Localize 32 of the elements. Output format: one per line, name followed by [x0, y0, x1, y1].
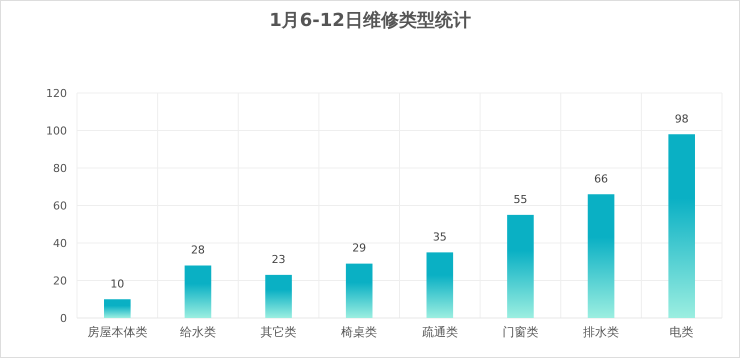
y-tick-label: 0 [60, 312, 67, 325]
data-label: 28 [190, 244, 205, 256]
bar [265, 274, 292, 318]
bar [668, 134, 695, 318]
data-label: 55 [513, 192, 528, 206]
bar [507, 214, 534, 318]
data-label: 98 [674, 112, 689, 126]
chart-title: 1月6-12日维修类型统计 [269, 10, 471, 31]
y-tick-label: 100 [46, 124, 67, 138]
data-label: 29 [352, 242, 366, 255]
y-tick-label: 60 [53, 200, 67, 212]
bar [588, 194, 614, 318]
x-tick-label: 电类 [670, 325, 694, 339]
bar [346, 264, 372, 318]
y-tick-label: 20 [53, 274, 67, 288]
x-tick-label: 椅桌类 [341, 325, 378, 339]
x-tick-label: 排水类 [583, 325, 620, 339]
data-label: 10 [110, 277, 124, 290]
x-tick-label: 给水类 [180, 325, 216, 339]
data-label: 23 [272, 252, 286, 266]
y-tick-label: 80 [53, 162, 67, 175]
data-label: 66 [594, 172, 608, 186]
x-tick-label: 其它类 [260, 325, 297, 339]
bar [426, 252, 454, 318]
x-tick-label: 门窗类 [502, 325, 538, 339]
x-tick-label: 房屋本体类 [87, 325, 148, 339]
bar [184, 266, 212, 318]
bar [104, 299, 131, 318]
x-tick-label: 疏通类 [422, 325, 458, 339]
y-tick-label: 40 [53, 237, 67, 250]
data-label: 35 [432, 230, 447, 244]
y-tick-label: 120 [46, 87, 67, 100]
